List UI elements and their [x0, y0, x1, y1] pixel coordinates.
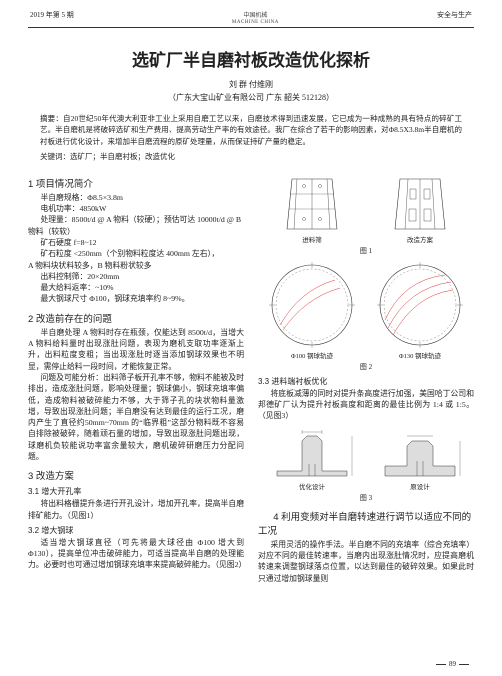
liner-right-svg [380, 174, 460, 234]
sec33-heading: 3.3 进料端衬板优化 [258, 376, 474, 387]
journal-en: MACHINE CHINA [232, 20, 279, 25]
article-affiliation: （广东大宝山矿业有限公司 广东 韶关 512128） [0, 92, 502, 103]
figure-2: Φ100 钢球轨迹 Φ130 钢球轨迹 [258, 260, 474, 372]
liner-profile-left-svg [267, 426, 357, 481]
liner-left-svg [272, 174, 352, 234]
page-number-value: 89 [449, 660, 456, 668]
sec1-l3: 处理量：8500t/d @ A 物料（较硬）；预估可达 10000t/d @ B… [28, 214, 244, 237]
sec1-l4: 矿石硬度 f=8~12 [28, 237, 244, 248]
sec3-heading: 3 改造方案 [28, 468, 244, 482]
sec2-p1: 半自磨处理 A 物料时存在瓶颈，仅能达到 8500t/d，当增大 A 物料给料量… [28, 327, 244, 372]
sec1-l6: A 物料块状料较多，B 物料粉状较多 [28, 260, 244, 271]
sec4-heading: 4 利用变频对半自磨转速进行调节以适应不同的工况 [258, 509, 474, 537]
abstract-label: 摘要： [40, 114, 63, 123]
fig1-left: 进料筛 [258, 174, 366, 244]
page-number: 89 [433, 660, 472, 668]
fig1-left-label: 进料筛 [258, 234, 366, 244]
sec32-p: 适当增大钢球直径（可先将最大球径由 Φ100 增大到 Φ130），提高单位冲击破… [28, 537, 244, 571]
fig3-right-label: 原设计 [366, 481, 474, 491]
header-rule [28, 27, 474, 28]
sec1-l5: 矿石粒度 <250mm（个别物料粒度达 400mm 左右）， [28, 248, 244, 259]
sec1-l2: 电机功率：4850kW [28, 203, 244, 214]
page-header: 2019 年第 5 期 中国机械 MACHINE CHINA 安全与生产 [0, 0, 502, 27]
fig3-left: 优化设计 [258, 426, 366, 491]
fig1-caption: 图 1 [258, 246, 474, 256]
keywords-label: 关键词： [40, 152, 70, 161]
sec2-heading: 2 改造前存在的问题 [28, 311, 244, 325]
journal-cn: 中国机械 [243, 13, 267, 19]
fig1-right: 改造方案 [366, 174, 474, 244]
fig2-left: Φ100 钢球轨迹 [258, 260, 366, 360]
article-authors: 刘 群 付维刚 [0, 79, 502, 90]
abstract: 摘要：自20世纪50年代澳大利亚非工业上采用自磨工艺以来，自磨技术得到迅速发展，… [40, 113, 462, 147]
liner-profile-right-svg [375, 426, 465, 481]
keywords-text: 选矿厂；半自磨衬板；改造优化 [70, 152, 175, 161]
fig1-right-label: 改造方案 [366, 234, 474, 244]
abstract-text: 自20世纪50年代澳大利亚非工业上采用自磨工艺以来，自磨技术得到迅速发展，它已成… [40, 114, 462, 146]
sec1-l9: 最大钢球尺寸 Φ100，钢球充填率约 8~9%。 [28, 293, 244, 304]
sec31-p: 将出料格栅提升条进行开孔设计，增加开孔率，提高半自磨排矿能力。（见图1） [28, 498, 244, 521]
fig2-right: Φ130 钢球轨迹 [366, 260, 474, 360]
sec1-l8: 最大给料返率：~10% [28, 282, 244, 293]
left-column: 1 项目情况简介 半自磨规格：Φ8.5×3.8m 电机功率：4850kW 处理量… [28, 170, 244, 584]
figure-3: 优化设计 原设计 图 3 [258, 426, 474, 503]
sec1-l7: 出料控制筛：20×20mm [28, 271, 244, 282]
sec32-heading: 3.2 增大钢球 [28, 525, 244, 536]
fig2-left-label: Φ100 钢球轨迹 [258, 350, 366, 360]
sec1-l1: 半自磨规格：Φ8.5×3.8m [28, 192, 244, 203]
sec2-p2: 问题及可能分析：出料筛子板开孔率不够，物料不能被及时排出，造成涨肚问题，影响处理… [28, 372, 244, 462]
right-column: 进料筛 改造方案 图 1 [258, 170, 474, 584]
sec1-heading: 1 项目情况简介 [28, 176, 244, 190]
sec4-p: 采用灵活的操作手法。半自磨不同的充填率（综合充填率）对应不同的最佳转速率，当磨内… [258, 539, 474, 584]
header-left: 2019 年第 5 期 [30, 10, 74, 25]
sec33-p: 将底板减薄的同时对提升条高度进行加强，美国哈丁公司和邦德矿厂认为提升衬板高度和距… [258, 388, 474, 422]
fig3-left-label: 优化设计 [258, 481, 366, 491]
sec31-heading: 3.1 增大开孔率 [28, 486, 244, 497]
body-columns: 1 项目情况简介 半自磨规格：Φ8.5×3.8m 电机功率：4850kW 处理量… [0, 170, 502, 584]
trajectory-left-svg [265, 260, 360, 350]
article-title: 选矿厂半自磨衬板改造优化探析 [0, 46, 502, 71]
figure-1: 进料筛 改造方案 图 1 [258, 174, 474, 256]
keywords: 关键词：选矿厂；半自磨衬板；改造优化 [40, 151, 462, 162]
header-center: 中国机械 MACHINE CHINA [74, 10, 437, 25]
fig2-right-label: Φ130 钢球轨迹 [366, 350, 474, 360]
header-right: 安全与生产 [437, 10, 472, 25]
fig3-right: 原设计 [366, 426, 474, 491]
fig2-caption: 图 2 [258, 362, 474, 372]
trajectory-right-svg [373, 260, 468, 350]
fig3-caption: 图 3 [258, 493, 474, 503]
